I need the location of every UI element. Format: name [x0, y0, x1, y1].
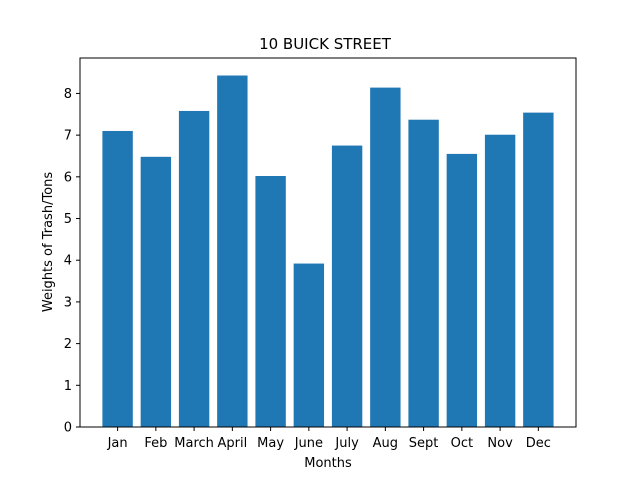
bar-nov: [484, 134, 516, 428]
y-tick-label: 8: [64, 87, 72, 102]
bar-dec: [523, 112, 554, 428]
chart-title: 10 BUICK STREET: [259, 35, 392, 53]
y-tick-label: 6: [64, 170, 72, 185]
x-tick-label: June: [294, 436, 323, 451]
bar-march: [178, 110, 210, 427]
x-tick-label: Feb: [144, 436, 167, 451]
bar-june: [293, 263, 325, 427]
y-tick-label: 1: [64, 379, 72, 394]
bar-oct: [446, 153, 478, 427]
y-tick-label: 5: [64, 212, 72, 227]
x-tick-label: April: [217, 436, 247, 451]
x-tick-label: Oct: [451, 436, 473, 451]
bar-april: [217, 75, 248, 427]
bar-july: [331, 145, 363, 427]
bar-aug: [370, 87, 401, 427]
y-axis: 0 1 2 3 4 5 6 7 8: [64, 87, 80, 436]
bar-sept: [408, 119, 439, 428]
x-axis: Jan Feb March April May June July Aug Sept Oct Nov…: [107, 427, 551, 451]
x-tick-label: May: [257, 436, 284, 451]
x-tick-label: Nov: [487, 436, 513, 451]
bar-feb: [140, 156, 172, 427]
plot-frame: [79, 57, 577, 428]
y-tick-label: 0: [64, 421, 72, 436]
x-tick-label: Dec: [526, 436, 551, 451]
x-tick-label: Aug: [373, 436, 398, 451]
x-tick-label: July: [334, 436, 359, 451]
x-tick-label: March: [174, 436, 214, 451]
bar-jan: [102, 130, 133, 427]
y-axis-label: Weights of Trash/Tons: [41, 172, 56, 313]
x-tick-label: Sept: [409, 436, 439, 451]
x-tick-label: Jan: [107, 436, 128, 451]
y-tick-label: 2: [64, 337, 72, 352]
x-axis-label: Months: [304, 456, 352, 471]
bars: [102, 75, 554, 428]
y-tick-label: 3: [64, 295, 72, 310]
y-tick-label: 4: [64, 254, 72, 269]
y-tick-label: 7: [64, 129, 72, 144]
bar-may: [255, 175, 286, 427]
